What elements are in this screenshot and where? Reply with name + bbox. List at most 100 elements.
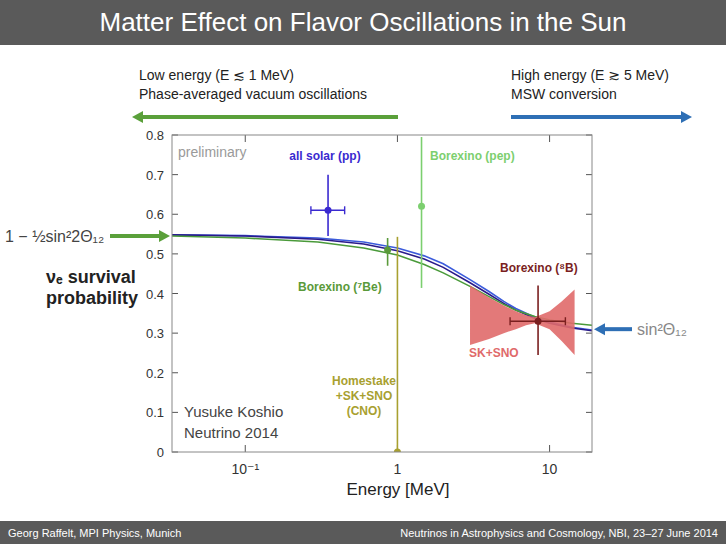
y-tick-right (586, 253, 592, 254)
error-bar-x (510, 317, 565, 325)
y-tick-label: 0.3 (146, 326, 164, 341)
series-label: SK+SNO (469, 346, 519, 360)
title-bar (0, 0, 726, 45)
y-tick (172, 412, 178, 413)
x-tick-label: 1 (394, 461, 402, 477)
x-tick-top (549, 135, 550, 142)
y-tick-label-line: 0.8 (146, 128, 164, 143)
title-line: Matter Effect on Flavor Oscillations in … (100, 7, 627, 37)
footer-right: Neutrinos in Astrophysics and Cosmology,… (400, 527, 718, 539)
series-labels: SK+SNO all solar (pp) Borexino (⁷Be) Homest… (289, 149, 577, 418)
point (384, 246, 391, 253)
y-tick (172, 372, 178, 373)
y-tick-label: 0.8 (146, 128, 164, 143)
curve (172, 236, 592, 325)
arrow-left-limit-head (159, 230, 170, 242)
series-label: all solar (pp) (289, 149, 360, 163)
x-tick-label-line: 10 (542, 461, 558, 477)
arrow-right-limit (594, 323, 632, 335)
y-tick-label: 0.7 (146, 168, 164, 183)
x-tick (549, 445, 550, 452)
plot (172, 135, 592, 452)
error-cap (509, 317, 510, 325)
footer-bar (0, 521, 726, 544)
y-tick (172, 174, 178, 175)
y-axis-label: νₑ survivalprobability (46, 267, 138, 308)
y-tick-label: 0 (157, 445, 164, 460)
y-axis-label-line: νₑ survival (46, 267, 136, 287)
arrow-high-energy-head (681, 111, 692, 123)
series-label-line: Borexino (⁷Be) (298, 280, 382, 294)
y-tick-label: 0.1 (146, 405, 164, 420)
y-tick (172, 333, 178, 334)
annotation: preliminary (178, 144, 246, 160)
y-tick-label: 0.5 (146, 247, 164, 262)
series-label: Borexino (⁸B) (500, 261, 578, 275)
plot-area (172, 135, 592, 452)
point (418, 203, 425, 210)
error-bar-y (327, 175, 329, 236)
band (470, 286, 575, 355)
y-tick-label-line: 0.1 (146, 405, 164, 420)
series-label-line: +SK+SNO (336, 389, 393, 403)
x-tick (245, 445, 246, 452)
slide: Matter Effect on Flavor Oscillations in … (0, 0, 726, 544)
annotation-line: Yusuke Koshio (184, 403, 283, 420)
arrow-low-energy-head (132, 111, 143, 123)
annotation: sin²Θ₁₂ (637, 321, 687, 338)
annotation-line: MSW conversion (511, 86, 617, 102)
series-label: Homestake+SK+SNO(CNO) (332, 374, 396, 418)
annotation-line: 1 − ½sin²2Θ₁₂ (5, 228, 104, 245)
y-tick (172, 214, 178, 215)
point (394, 449, 401, 453)
series-label-line: all solar (pp) (289, 149, 360, 163)
x-axis-label-line: Energy [MeV] (347, 480, 450, 499)
arrow-high-energy (511, 111, 692, 123)
x-tick-label-line: 1 (394, 461, 402, 477)
footer-left-line: Georg Raffelt, MPI Physics, Munich (8, 527, 181, 539)
annotation-line: Phase-averaged vacuum oscillations (139, 86, 367, 102)
error-bar-x (311, 206, 345, 214)
y-tick-label: 0.6 (146, 207, 164, 222)
annotation: Low energy (E ≲ 1 MeV) Phase-averaged vac… (139, 67, 367, 102)
error-cap (310, 206, 311, 214)
annotation: High energy (E ≳ 5 MeV) MSW conversion (511, 67, 669, 102)
annotation-line: High energy (E ≳ 5 MeV) (511, 67, 669, 83)
error-bar-y (421, 137, 423, 288)
y-tick-label-line: 0.7 (146, 168, 164, 183)
series-label-line: SK+SNO (469, 346, 519, 360)
curve (172, 235, 592, 330)
series-label-line: (CNO) (347, 404, 382, 418)
series-label-line: Homestake (332, 374, 396, 388)
x-tick-label-line: 10⁻¹ (231, 461, 259, 477)
y-tick-label: 0.2 (146, 366, 164, 381)
title: Matter Effect on Flavor Oscillations in … (100, 7, 627, 37)
point (325, 207, 332, 214)
series-label-line: Borexino (pep) (430, 149, 515, 163)
annotations: preliminary Yusuke KoshioNeutrino 2014 Low… (5, 67, 692, 441)
error-cap (344, 206, 345, 214)
y-tick (172, 253, 178, 254)
y-tick-label: 0.4 (146, 287, 164, 302)
annotation-line: sin²Θ₁₂ (637, 321, 687, 338)
marks (172, 137, 592, 452)
arrow-low-energy (132, 111, 398, 123)
background (0, 0, 726, 544)
y-tick-right (586, 333, 592, 334)
y-tick-label-line: 0.2 (146, 366, 164, 381)
arrow-low-energy-shaft (143, 115, 398, 119)
y-tick-right (586, 174, 592, 175)
y-tick-label-line: 0.6 (146, 207, 164, 222)
annotation-line: Low energy (E ≲ 1 MeV) (139, 67, 294, 83)
plot-frame (172, 135, 592, 452)
series-label-line: Borexino (⁸B) (500, 261, 578, 275)
arrow-right-limit-head (594, 323, 605, 335)
error-cap (565, 317, 566, 325)
footer-right-line: Neutrinos in Astrophysics and Cosmology,… (400, 527, 718, 539)
x-tick-label: 10⁻¹ (231, 461, 259, 477)
axes: 0 0.1 0.2 0.3 0.4 0.5 0.6 0.7 0.8 10⁻¹ 1 10 (146, 128, 592, 477)
arrow-left-limit-shaft (110, 234, 159, 238)
annotation: 1 − ½sin²2Θ₁₂ (5, 228, 104, 245)
x-axis-label: Energy [MeV] (347, 480, 450, 499)
annotation: Yusuke KoshioNeutrino 2014 (184, 403, 283, 441)
